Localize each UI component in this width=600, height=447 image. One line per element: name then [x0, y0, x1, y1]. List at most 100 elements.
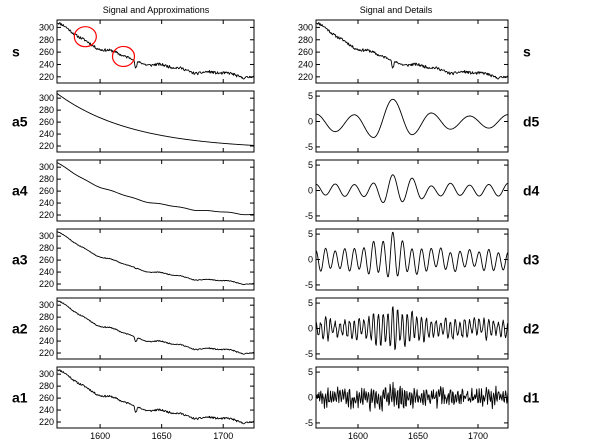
y-tick-label: -5 [305, 418, 313, 428]
y-tick-label: 260 [298, 47, 313, 57]
right-panel-d3: -5 0 5 d3 [305, 228, 540, 291]
left-panel-a1: 220 240 260 280 300 1600 1650 1700 a1 [12, 366, 255, 441]
y-tick-label: 300 [39, 93, 54, 103]
row-label-a4: a4 [12, 183, 28, 199]
left-column-title: Signal and Approximations [103, 5, 210, 15]
y-tick-label: -5 [305, 142, 313, 152]
y-tick-label: 0 [308, 117, 313, 127]
y-tick-label: 260 [39, 324, 54, 334]
y-tick-label: 300 [39, 22, 54, 32]
y-tick-label: 220 [39, 210, 54, 220]
y-tick-label: 240 [39, 267, 54, 277]
y-tick-label: 300 [39, 231, 54, 241]
y-tick-label: 280 [39, 105, 54, 115]
x-tick-label: 1600 [348, 431, 368, 441]
y-tick-label: 240 [39, 59, 54, 69]
y-tick-label: 220 [39, 279, 54, 289]
y-tick-label: 260 [39, 186, 54, 196]
panel-frame [315, 159, 509, 222]
panel-frame [315, 297, 509, 360]
row-label-a1: a1 [12, 390, 28, 406]
series-line-a3 [57, 231, 254, 286]
y-tick-label: 5 [308, 367, 313, 377]
row-label-d2: d2 [523, 321, 540, 337]
series-line-s [57, 22, 254, 80]
y-tick-label: 280 [39, 35, 54, 45]
x-tick-label: 1700 [468, 431, 488, 441]
y-tick-label: 220 [39, 72, 54, 82]
highlight-circle-2 [111, 45, 136, 68]
y-tick-label: 0 [308, 186, 313, 196]
row-label-a3: a3 [12, 252, 28, 268]
y-tick-label: 220 [39, 348, 54, 358]
y-tick-label: -5 [305, 280, 313, 290]
y-tick-label: 240 [39, 198, 54, 208]
y-tick-label: 300 [39, 162, 54, 172]
series-line-d1 [316, 381, 508, 412]
row-label-a2: a2 [12, 321, 28, 337]
left-panel-a5: 220 240 260 280 300 a5 [12, 90, 255, 153]
panel-frame [315, 90, 509, 153]
y-tick-label: 280 [39, 312, 54, 322]
right-panel-d1: -5 0 5 1600 1650 1700 d1 [305, 366, 540, 441]
right-panel-d4: -5 0 5 d4 [305, 159, 540, 222]
y-tick-label: 5 [308, 229, 313, 239]
row-label-a5: a5 [12, 114, 28, 130]
y-tick-label: 280 [39, 381, 54, 391]
y-tick-label: 260 [39, 255, 54, 265]
panel-frame [56, 90, 255, 153]
row-label-s: s [523, 44, 531, 60]
y-tick-label: 240 [39, 129, 54, 139]
y-tick-label: 0 [308, 324, 313, 334]
y-tick-label: 5 [308, 160, 313, 170]
y-tick-label: 280 [39, 243, 54, 253]
left-panel-s: 220 240 260 280 300 s [12, 19, 255, 84]
y-tick-label: 0 [308, 393, 313, 403]
series-line-d3 [316, 231, 508, 278]
panel-frame [56, 159, 255, 222]
y-tick-label: 300 [39, 300, 54, 310]
x-tick-label: 1650 [152, 431, 172, 441]
series-line-a5 [57, 93, 254, 146]
y-tick-label: 0 [308, 255, 313, 265]
y-tick-label: 280 [298, 35, 313, 45]
y-tick-label: 220 [39, 417, 54, 427]
x-tick-label: 1650 [408, 431, 428, 441]
left-panel-a2: 220 240 260 280 300 a2 [12, 297, 255, 360]
series-line-d2 [316, 306, 508, 351]
y-tick-label: 300 [298, 22, 313, 32]
left-panel-a4: 220 240 260 280 300 a4 [12, 159, 255, 222]
y-tick-label: 220 [298, 72, 313, 82]
x-tick-label: 1700 [213, 431, 233, 441]
y-tick-label: -5 [305, 349, 313, 359]
series-line-s [316, 22, 508, 80]
y-tick-label: -5 [305, 211, 313, 221]
row-label-d3: d3 [523, 252, 540, 268]
y-tick-label: 300 [39, 369, 54, 379]
panel-frame [56, 228, 255, 291]
y-tick-label: 260 [39, 393, 54, 403]
right-column-title: Signal and Details [360, 5, 433, 15]
row-label-s: s [12, 44, 20, 60]
row-label-d1: d1 [523, 390, 540, 406]
left-panel-a3: 220 240 260 280 300 a3 [12, 228, 255, 291]
series-line-d5 [316, 98, 508, 138]
series-line-d4 [316, 174, 508, 204]
y-tick-label: 280 [39, 174, 54, 184]
series-line-a1 [57, 369, 254, 425]
y-tick-label: 260 [39, 117, 54, 127]
series-line-a4 [57, 162, 254, 216]
y-tick-label: 240 [298, 59, 313, 69]
row-label-d5: d5 [523, 114, 540, 130]
row-label-d4: d4 [523, 183, 540, 199]
y-tick-label: 5 [308, 298, 313, 308]
y-tick-label: 5 [308, 91, 313, 101]
x-tick-label: 1600 [90, 431, 110, 441]
y-tick-label: 240 [39, 405, 54, 415]
y-tick-label: 240 [39, 336, 54, 346]
panel-frame [315, 228, 509, 291]
right-panel-d5: -5 0 5 d5 [305, 90, 540, 153]
highlight-circle-1 [73, 26, 97, 48]
y-tick-label: 260 [39, 47, 54, 57]
